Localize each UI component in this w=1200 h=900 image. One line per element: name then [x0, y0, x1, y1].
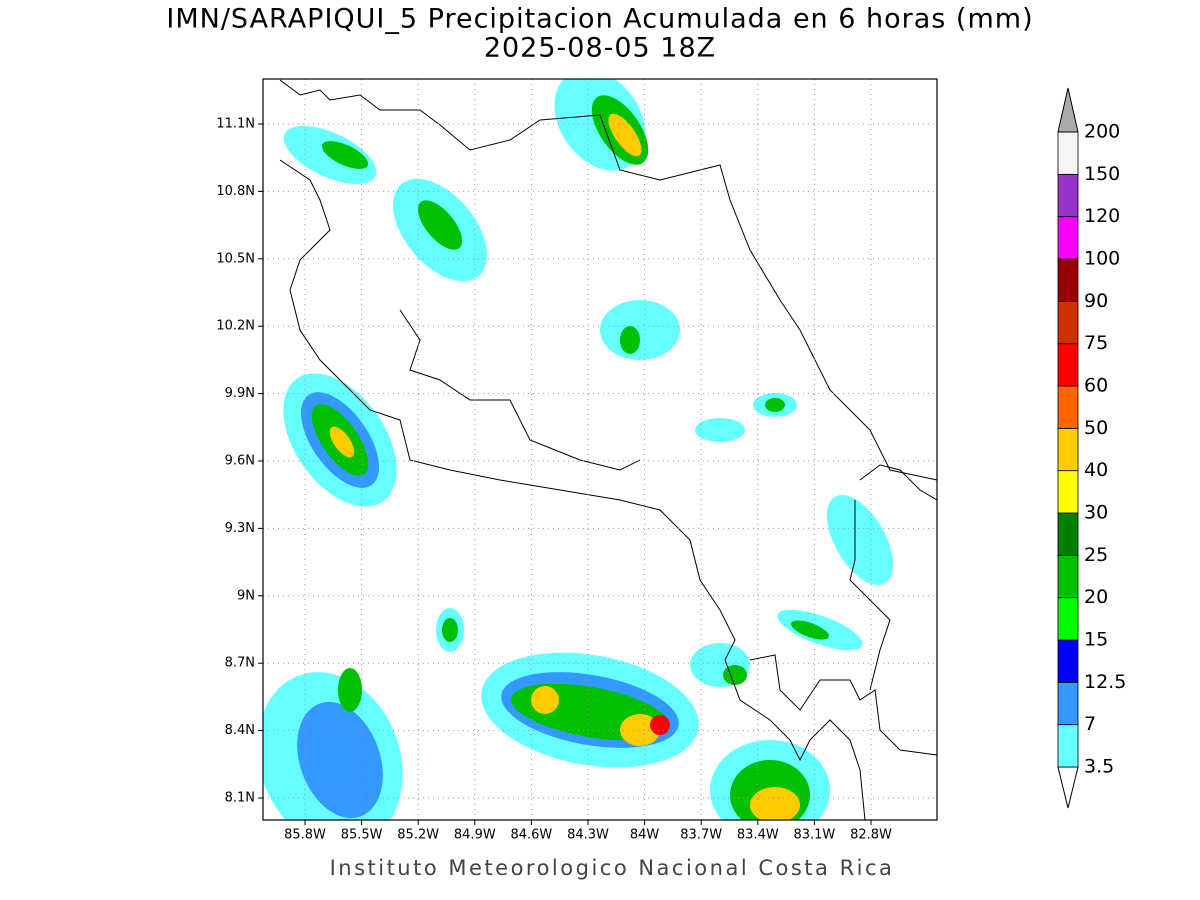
lon-label: 84.3W — [567, 828, 609, 843]
lon-label: 84W — [630, 828, 660, 843]
lat-label: 10.2N — [216, 319, 255, 334]
colorbar-box — [1057, 639, 1079, 683]
colorbar-label: 3.5 — [1084, 756, 1114, 778]
colorbar-box — [1057, 131, 1079, 175]
colorbar-box — [1057, 173, 1079, 218]
colorbar-box — [1057, 385, 1079, 429]
colorbar-box — [1057, 258, 1079, 302]
lat-label: 11.1N — [216, 117, 255, 132]
colorbar-label: 90 — [1084, 290, 1108, 312]
lat-label: 10.5N — [216, 251, 255, 266]
lon-label: 83.1W — [793, 828, 835, 843]
map-frame — [262, 78, 938, 821]
lat-label: 9.6N — [225, 454, 255, 469]
colorbar-label: 100 — [1084, 248, 1120, 270]
lon-label: 84.9W — [454, 828, 496, 843]
lon-label: 83.7W — [680, 828, 722, 843]
lat-label: 9.3N — [225, 521, 255, 536]
colorbar-label: 50 — [1084, 417, 1108, 439]
colorbar-box — [1057, 681, 1079, 726]
lat-label: 8.1N — [225, 791, 255, 806]
colorbar-box — [1057, 300, 1079, 345]
colorbar-box — [1057, 216, 1079, 260]
colorbar-above — [1057, 87, 1079, 133]
colorbar-box — [1057, 597, 1079, 641]
colorbar-label: 7 — [1084, 713, 1096, 735]
colorbar-label: 60 — [1084, 375, 1108, 397]
lat-label: 8.4N — [225, 723, 255, 738]
lat-label: 10.8N — [216, 184, 255, 199]
graticule: 85.8W 85.5W 85.2W 84.9W 84.6W 84.3W 84W 83.7W 83… — [216, 79, 937, 843]
colorbar-box — [1057, 343, 1079, 387]
colorbar-box — [1057, 554, 1079, 599]
colorbar-label: 150 — [1084, 163, 1120, 185]
colorbar-box — [1057, 427, 1079, 472]
colorbar-label: 200 — [1084, 121, 1120, 143]
colorbar-label: 75 — [1084, 332, 1108, 354]
colorbar-box — [1057, 724, 1079, 768]
colorbar-label: 20 — [1084, 586, 1108, 608]
lon-label: 84.6W — [510, 828, 552, 843]
colorbar-label: 15 — [1084, 629, 1108, 651]
subtitle: 2025-08-05 18Z — [484, 33, 716, 64]
colorbar-label: 120 — [1084, 205, 1120, 227]
title: IMN/SARAPIQUI_5 Precipitacion Acumulada … — [166, 4, 1033, 35]
lat-label: 9N — [237, 588, 255, 603]
lon-label: 85.5W — [341, 828, 383, 843]
colorbar-below — [1057, 766, 1079, 809]
colorbar-label: 25 — [1084, 544, 1108, 566]
colorbar-label: 30 — [1084, 502, 1108, 524]
precip-field — [263, 79, 937, 820]
lon-label: 83.4W — [737, 828, 779, 843]
colorbar: 3.5 7 12.5 15 20 25 30 40 50 60 75 90 100 120 150 200 — [1057, 87, 1126, 809]
lat-label: 8.7N — [225, 656, 255, 671]
colorbar-label: 12.5 — [1084, 671, 1126, 693]
lon-label: 85.2W — [397, 828, 439, 843]
lat-label: 9.9N — [225, 386, 255, 401]
colorbar-label: 40 — [1084, 459, 1108, 481]
lon-label: 85.8W — [284, 828, 326, 843]
footer: Instituto Meteorologico Nacional Costa R… — [330, 856, 895, 880]
colorbar-box — [1057, 470, 1079, 514]
colorbar-box — [1057, 512, 1079, 556]
lon-label: 82.8W — [850, 828, 892, 843]
